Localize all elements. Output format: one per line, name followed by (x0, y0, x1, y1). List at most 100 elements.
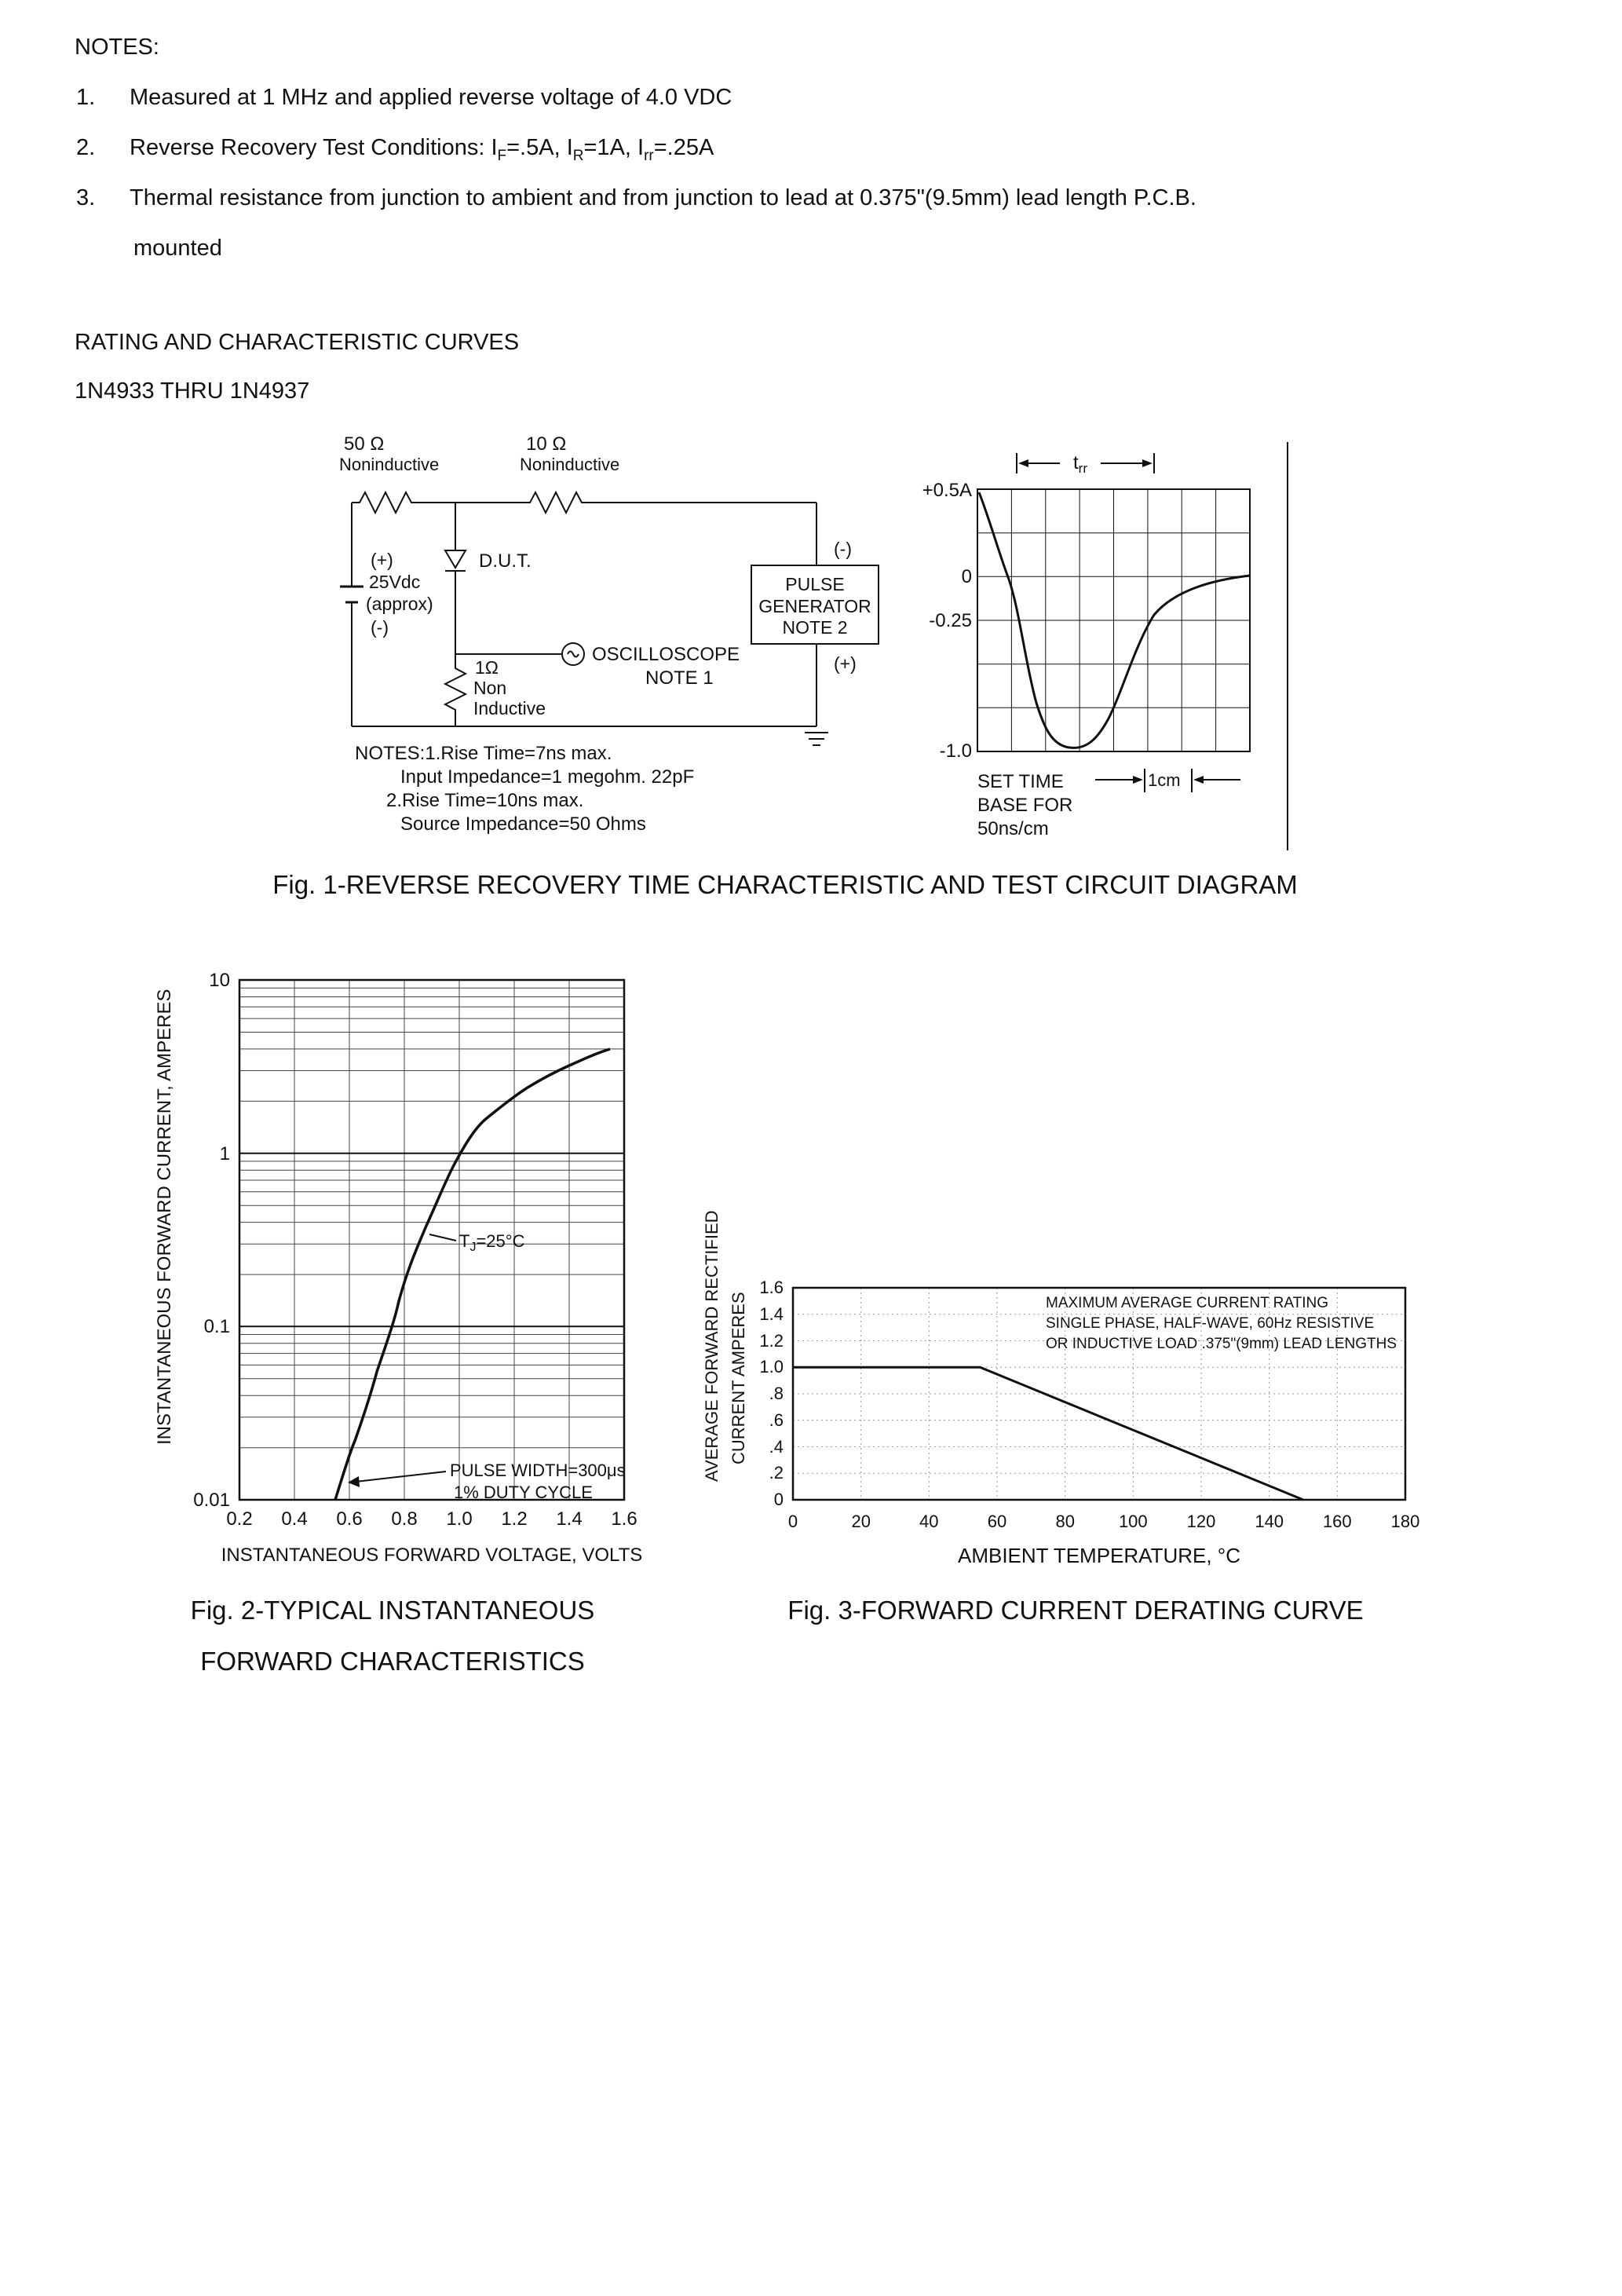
fig3-y-tick-label: 0 (774, 1490, 784, 1509)
fig3-x-tick-label: 80 (1055, 1512, 1074, 1531)
fig2-pulse-leader-arrowhead (348, 1476, 360, 1487)
dut-label: D.U.T. (479, 550, 532, 572)
fig3-plot: MAXIMUM AVERAGE CURRENT RATING SINGLE PH… (702, 1210, 1420, 1567)
fig2-pulse-leader-line (355, 1471, 447, 1483)
fig3-y-tick-label: .2 (769, 1463, 784, 1483)
fig3-x-tick-label: 60 (988, 1512, 1006, 1531)
note-item-3: 3. Thermal resistance from junction to a… (76, 185, 1196, 211)
oscilloscope-label: OSCILLOSCOPE (592, 644, 740, 665)
fig2-y-axis-label: INSTANTANEOUS FORWARD CURRENT, AMPERES (154, 989, 175, 1446)
fig2-minor-gridlines (239, 987, 624, 1449)
fig1-waveform-plot: trr +0.5A 0 -0.25 -1.0 SET TIME BASE FOR… (922, 442, 1288, 850)
fig3-y-tick-label: 1.2 (759, 1331, 784, 1351)
battery-icon (340, 585, 363, 604)
trr-arrowhead-right (1142, 459, 1153, 467)
fig3-x-tick-label: 140 (1255, 1512, 1284, 1531)
fig3-derating-curve (793, 1366, 1304, 1501)
trr-arrowhead-left (1018, 459, 1028, 467)
waveform-y-tick-label: 0 (962, 566, 972, 587)
fig2-y-tick-label: 0.1 (204, 1316, 230, 1337)
fig1-caption: Fig. 1-REVERSE RECOVERY TIME CHARACTERIS… (272, 870, 1298, 899)
pulse-generator-label-1: PULSE (785, 574, 844, 594)
fig3-annotation-line-2: SINGLE PHASE, HALF-WAVE, 60Hz RESISTIVE (1046, 1315, 1374, 1332)
fig2-plot: TJ=25°C PULSE WIDTH=300μs 1% DUTY CYCLE … (154, 970, 643, 1566)
trr-marker: trr (1016, 452, 1155, 476)
note-2-suffix: =.25A (653, 135, 714, 160)
resistor-1ohm-symbol (443, 654, 468, 726)
waveform-grid (977, 488, 1251, 752)
resistor-10ohm-value: 10 Ω (526, 433, 566, 455)
fig3-y-tick-label: .8 (769, 1384, 784, 1403)
fig2-annotation-pulse-width-line-1: PULSE WIDTH=300μs (450, 1461, 626, 1480)
resistor-50ohm-value: 50 Ω (344, 433, 384, 455)
waveform-curve (977, 492, 1251, 749)
fig2-tj-post: =25°C (476, 1231, 524, 1251)
fig2-x-tick-label: 1.0 (446, 1508, 472, 1530)
circuit-note-line-4: Source Impedance=50 Ohms (400, 813, 646, 835)
fig2-major-gridlines (239, 1152, 624, 1328)
ground-icon (805, 732, 828, 746)
note-2-sub-f: F (497, 147, 507, 164)
fig3-y-tick-label: .4 (769, 1437, 784, 1457)
fig3-grid (791, 1286, 1407, 1501)
fig2-x-tick-label: 0.8 (391, 1508, 417, 1530)
fig3-x-tick-label: 0 (788, 1512, 798, 1531)
pulse-generator-label-3: NOTE 2 (782, 617, 847, 638)
one-cm-arrowhead-left (1193, 776, 1204, 784)
fig2-curve (334, 1047, 611, 1501)
circuit-note-line-1: NOTES:1.Rise Time=7ns max. (355, 743, 612, 764)
fig2-plot-border (238, 978, 626, 1501)
note-text: Thermal resistance from junction to ambi… (130, 185, 1196, 210)
circuit-wires (340, 490, 879, 746)
note-number: 3. (76, 185, 96, 210)
fig2-y-tick-label: 1 (220, 1143, 230, 1164)
fig2-grid (238, 978, 626, 1501)
timebase-note-line-3: 50ns/cm (977, 818, 1049, 839)
note-number: 2. (76, 135, 96, 160)
one-cm-arrowhead-right (1133, 776, 1143, 784)
pulse-generator-plus-label: (+) (834, 653, 857, 674)
fig3-y-axis-label-line-1: AVERAGE FORWARD RECTIFIED (702, 1210, 721, 1482)
fig3-x-tick-label: 100 (1119, 1512, 1148, 1531)
fig1-circuit-diagram: 50 Ω Noninductive 10 Ω Noninductive (+) … (339, 433, 879, 835)
fig3-y-tick-label: 1.6 (759, 1278, 784, 1297)
note-item-3-continued: mounted (133, 236, 222, 261)
fig3-x-axis-label: AMBIENT TEMPERATURE, °C (958, 1544, 1240, 1567)
note-2-sub-r: R (572, 147, 584, 164)
trr-label-t: t (1073, 452, 1079, 473)
part-range: 1N4933 THRU 1N4937 (75, 378, 310, 404)
trr-label-sub: rr (1079, 461, 1088, 476)
section-title: RATING AND CHARACTERISTIC CURVES (75, 330, 520, 355)
fig3-x-tick-label: 180 (1391, 1512, 1420, 1531)
fig3-caption: Fig. 3-FORWARD CURRENT DERATING CURVE (787, 1596, 1364, 1625)
oscilloscope-sine-glyph (567, 650, 579, 658)
battery-plus-label: (+) (371, 550, 393, 570)
fig2-x-axis-label: INSTANTANEOUS FORWARD VOLTAGE, VOLTS (221, 1545, 643, 1566)
fig2-x-tick-label: 0.4 (281, 1508, 307, 1530)
fig3-y-axis-label-line-2: CURRENT AMPERES (729, 1292, 748, 1464)
fig3-y-tick-label: .6 (769, 1410, 784, 1430)
trr-arrow-lines (1016, 453, 1155, 473)
fig3-annotation-line-3: OR INDUCTIVE LOAD .375"(9mm) LEAD LENGTH… (1046, 1336, 1397, 1352)
oscilloscope-icon (561, 642, 585, 666)
fig2-caption-line-2: FORWARD CHARACTERISTICS (200, 1647, 585, 1676)
note-2-sub-rr: rr (644, 147, 654, 164)
timebase-note-line-1: SET TIME (977, 771, 1064, 792)
fig3-x-tick-label: 160 (1323, 1512, 1352, 1531)
fig2-caption-line-1: Fig. 2-TYPICAL INSTANTANEOUS (190, 1596, 595, 1625)
fig2-x-tick-label: 0.6 (336, 1508, 362, 1530)
battery-voltage-label: 25Vdc (369, 572, 420, 592)
note-2-prefix: Reverse Recovery Test Conditions: I (130, 135, 498, 160)
resistor-50ohm-type: Noninductive (339, 455, 439, 474)
resistor-10ohm-type: Noninductive (520, 455, 619, 474)
battery-approx-label: (approx) (366, 594, 433, 614)
resistor-1ohm-type-1: Non (473, 678, 506, 698)
fig2-annotation-tj: TJ=25°C (459, 1231, 525, 1254)
waveform-y-tick-label: -0.25 (929, 610, 972, 631)
fig2-vertical-gridlines (294, 980, 570, 1500)
pulse-generator-minus-label: (-) (834, 539, 852, 559)
one-cm-marker-lines (1095, 769, 1240, 792)
fig3-x-tick-label: 120 (1187, 1512, 1216, 1531)
timebase-note-line-2: BASE FOR (977, 795, 1072, 816)
